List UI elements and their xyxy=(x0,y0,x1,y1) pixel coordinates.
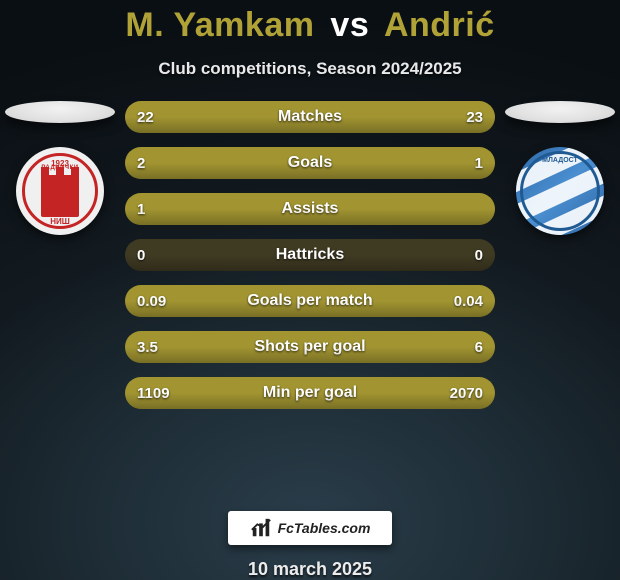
date-label: 10 march 2025 xyxy=(248,559,372,580)
stat-fill-right xyxy=(306,101,495,133)
left-side-column: 1923 РАДНИЧКИ НИШ xyxy=(0,101,120,235)
stat-fill-left xyxy=(125,377,254,409)
stat-fill-right xyxy=(254,377,495,409)
page-title: M. Yamkam vs Andrić xyxy=(125,6,494,45)
stat-row: Min per goal11092070 xyxy=(125,377,495,409)
comparison-area: 1923 РАДНИЧКИ НИШ МЛАДОСТ Matches2223 Goa… xyxy=(0,101,620,499)
stat-row: Goals per match0.090.04 xyxy=(125,285,495,317)
stat-label: Hattricks xyxy=(125,239,495,271)
right-platform-disc xyxy=(505,101,615,123)
fctables-logo-box: FcTables.com xyxy=(228,511,392,545)
stat-fill-right xyxy=(372,147,495,179)
stat-bars-container: Matches2223 Goals21 Assists1 Hattricks0 0 Goa… xyxy=(125,101,495,409)
stat-row: Matches2223 xyxy=(125,101,495,133)
right-side-column: МЛАДОСТ xyxy=(500,101,620,235)
stat-fill-left xyxy=(125,147,372,179)
player2-name: Andrić xyxy=(384,6,495,44)
right-club-crest: МЛАДОСТ xyxy=(516,147,604,235)
stat-row: Hattricks0 0 xyxy=(125,239,495,271)
stat-fill-left xyxy=(125,193,495,225)
left-platform-disc xyxy=(5,101,115,123)
stat-fill-right xyxy=(381,285,495,317)
stat-fill-left xyxy=(125,285,381,317)
vs-label: vs xyxy=(324,6,375,44)
content-wrapper: M. Yamkam vs Andrić Club competitions, S… xyxy=(0,0,620,580)
right-crest-text: МЛАДОСТ xyxy=(542,157,578,164)
left-crest-text-bottom: НИШ xyxy=(50,217,70,226)
stat-value-right: 0 xyxy=(463,239,495,271)
stat-row: Goals21 xyxy=(125,147,495,179)
stat-fill-left xyxy=(125,101,306,133)
stat-row: Assists1 xyxy=(125,193,495,225)
stat-row: Shots per goal3.56 xyxy=(125,331,495,363)
left-club-crest: 1923 РАДНИЧКИ НИШ xyxy=(16,147,104,235)
fctables-logo-text: FcTables.com xyxy=(278,520,371,536)
stat-fill-left xyxy=(125,331,261,363)
chart-icon xyxy=(250,517,272,539)
player1-name: M. Yamkam xyxy=(125,6,314,44)
stat-fill-right xyxy=(261,331,495,363)
subtitle: Club competitions, Season 2024/2025 xyxy=(158,59,461,79)
stat-value-left: 0 xyxy=(125,239,157,271)
